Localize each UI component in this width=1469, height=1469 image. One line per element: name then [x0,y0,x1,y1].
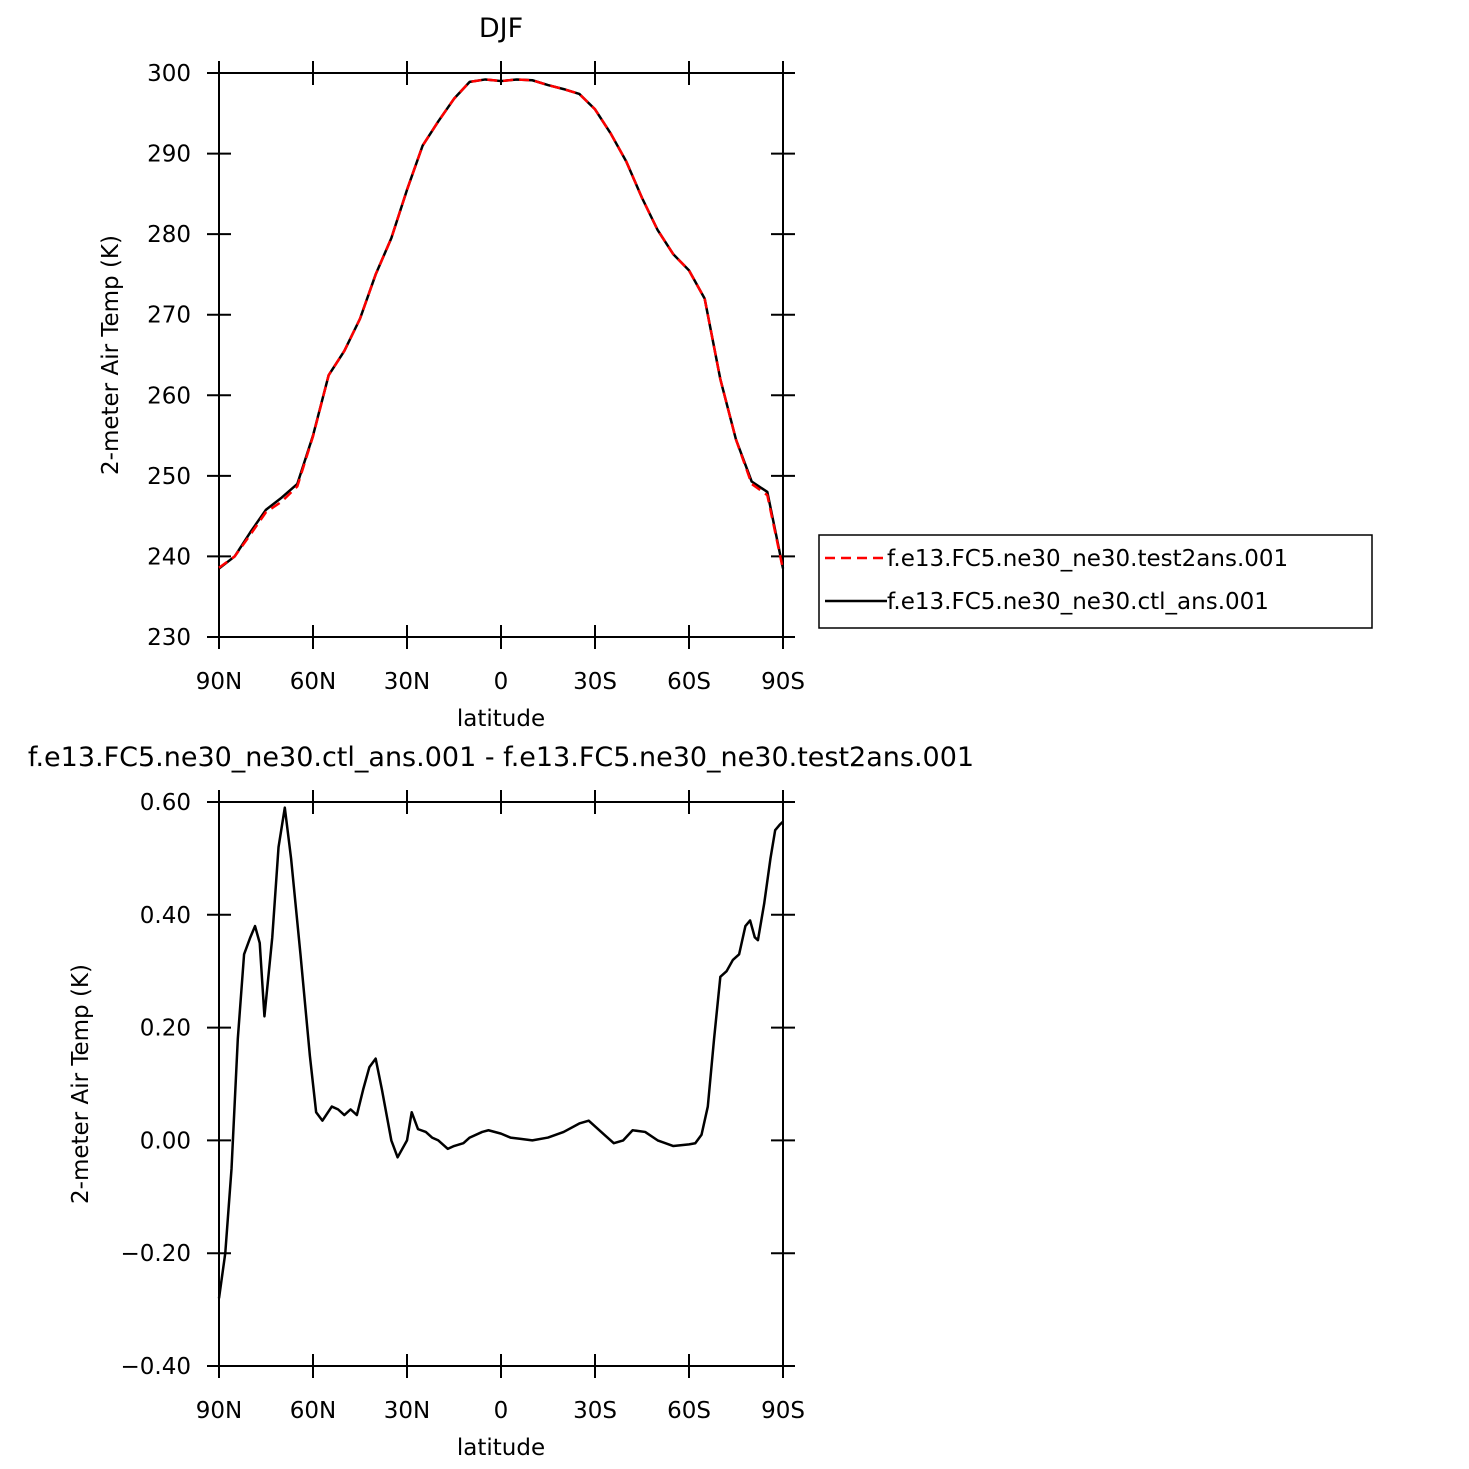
y-tick-label: 230 [147,625,191,651]
legend-label: f.e13.FC5.ne30_ne30.test2ans.001 [887,546,1288,572]
y-tick-label: −0.40 [121,1354,191,1380]
y-tick-label: 250 [147,464,191,490]
data-line [217,806,784,1299]
y-tick-label: 280 [147,222,191,248]
x-tick-label: 60N [290,669,336,695]
y-tick-label: 300 [147,61,191,87]
x-tick-label: 90N [196,1398,242,1424]
y-tick-label: 290 [147,142,191,168]
data-line [218,78,785,570]
y-tick-label: 0.00 [140,1128,191,1154]
x-tick-label: 90S [761,1398,805,1424]
x-tick-label: 0 [494,1398,509,1424]
legend-label: f.e13.FC5.ne30_ne30.ctl_ans.001 [887,589,1269,615]
x-tick-label: 0 [494,669,509,695]
x-tick-label: 30S [573,669,617,695]
x-tick-label: 60S [667,1398,711,1424]
legend-box [818,534,1373,629]
plot-frame [218,801,784,1367]
chart-title: f.e13.FC5.ne30_ne30.ctl_ans.001 - f.e13.… [28,742,974,773]
chart-title: DJF [479,13,523,44]
legend: f.e13.FC5.ne30_ne30.test2ans.001 f.e13.FC… [818,534,1373,629]
plot-frame [218,72,784,638]
x-tick-label: 30N [384,669,430,695]
x-tick-label: 30N [384,1398,430,1424]
y-axis-label: 2-meter Air Temp (K) [68,964,94,1204]
x-tick-label: 90S [761,669,805,695]
x-tick-label: 60S [667,669,711,695]
y-tick-label: 260 [147,383,191,409]
data-line [218,78,785,570]
y-tick-label: 0.20 [140,1016,191,1042]
x-tick-label: 60N [290,1398,336,1424]
y-axis-label: 2-meter Air Temp (K) [98,235,124,475]
y-tick-label: 240 [147,544,191,570]
y-tick-label: 0.40 [140,903,191,929]
x-tick-label: 30S [573,1398,617,1424]
x-tick-label: 90N [196,669,242,695]
x-axis-label: latitude [457,1435,545,1461]
y-tick-label: 270 [147,303,191,329]
y-tick-label: −0.20 [121,1241,191,1267]
x-axis-label: latitude [457,706,545,732]
y-tick-label: 0.60 [140,790,191,816]
